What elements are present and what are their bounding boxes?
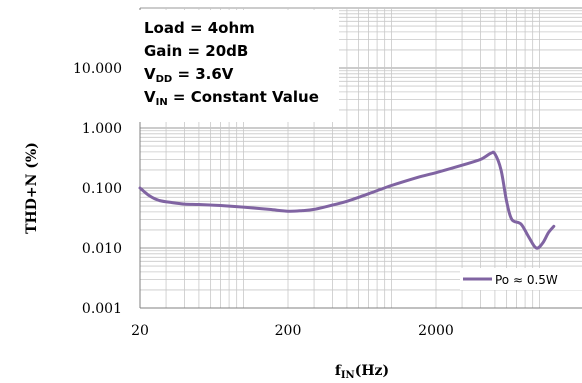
annotation-line: VIN = Constant Value xyxy=(144,88,319,108)
x-tick-label: 2000 xyxy=(418,323,454,339)
series-layer xyxy=(138,150,556,250)
x-axis-label-rest: (Hz) xyxy=(355,363,389,379)
annotation-line: Load = 4ohm xyxy=(144,19,255,37)
x-axis-tick-labels: 20 200 2000 xyxy=(131,323,454,339)
x-axis-label: fIN(Hz) xyxy=(335,363,389,381)
legend-background xyxy=(460,268,582,290)
annotation-line: VDD = 3.6V xyxy=(144,65,234,85)
x-axis-label-sub: IN xyxy=(341,370,355,381)
y-tick-label: 1.000 xyxy=(82,121,122,137)
x-tick-label: 200 xyxy=(275,323,302,339)
x-tick-label: 20 xyxy=(131,323,149,339)
x-axis-label-main: f xyxy=(335,363,342,379)
y-axis-label: THD+N (%) xyxy=(24,142,40,234)
annotation-box xyxy=(139,10,339,122)
condition-annotations: Load = 4ohm Gain = 20dB VDD = 3.6V VIN = Co… xyxy=(144,19,319,108)
y-tick-label: 0.010 xyxy=(82,241,122,257)
y-tick-label: 0.001 xyxy=(82,301,122,317)
legend-label: Po ≈ 0.5W xyxy=(495,273,558,287)
y-tick-label: 0.100 xyxy=(82,181,122,197)
annotation-line: Gain = 20dB xyxy=(144,42,248,60)
y-tick-label: 10.000 xyxy=(73,61,122,77)
y-axis-tick-labels: 10.000 1.000 0.100 0.010 0.001 xyxy=(73,61,122,317)
legend: Po ≈ 0.5W xyxy=(460,268,582,290)
series-line xyxy=(138,150,556,250)
